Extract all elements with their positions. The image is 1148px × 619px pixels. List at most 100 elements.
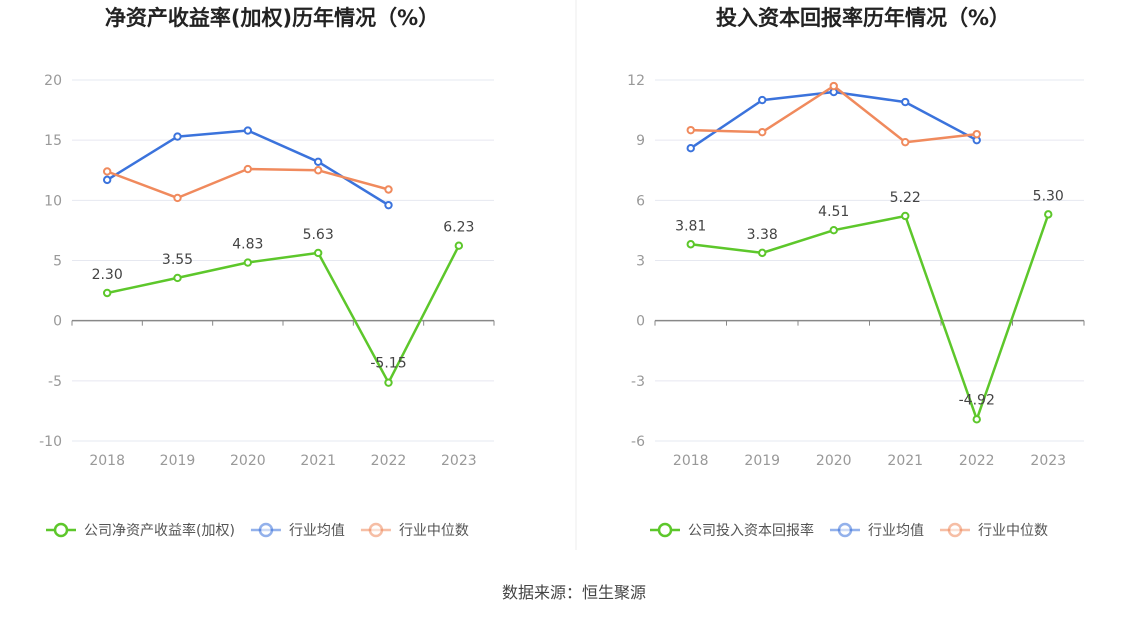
roic-legend-swatch-marker xyxy=(837,522,853,538)
roe-x-tick-label: 2020 xyxy=(230,453,266,469)
roe-legend-item-industry_avg[interactable]: 行业均值 xyxy=(250,522,345,539)
roic-y-tick-label: 3 xyxy=(636,254,645,270)
roic-point-company[interactable] xyxy=(901,211,910,221)
roic-x-tick-label: 2019 xyxy=(744,453,780,469)
roe-point-industry_avg[interactable] xyxy=(384,200,393,210)
roe-point-industry_median[interactable] xyxy=(173,193,182,203)
roic-point-industry_avg[interactable] xyxy=(686,143,695,153)
roic-point-industry_median[interactable] xyxy=(758,127,767,137)
roic-line-company xyxy=(690,213,1050,421)
roic-x-tick-label: 2021 xyxy=(887,453,923,469)
roe-data-label: 3.55 xyxy=(162,252,193,268)
roic-data-label: 3.81 xyxy=(675,218,706,234)
roe-data-label: 2.30 xyxy=(92,267,123,283)
roe-x-tick-label: 2018 xyxy=(89,453,125,469)
roic-point-industry_median[interactable] xyxy=(972,129,981,139)
roe-point-company[interactable] xyxy=(243,258,253,267)
roe-chart-title: 净资产收益率(加权)历年情况（%） xyxy=(105,6,439,30)
roic-data-label: 5.30 xyxy=(1033,188,1064,204)
roic-point-company[interactable] xyxy=(686,240,695,249)
roe-y-axis: 20 15 10 5 0 -5 -10 xyxy=(39,73,62,450)
roic-y-axis: 12 9 6 3 0 -3 -6 xyxy=(627,73,645,450)
roic-legend-item-industry_median[interactable]: 行业中位数 xyxy=(940,522,1048,539)
roic-y-tick-label: 9 xyxy=(636,133,645,149)
roe-legend-swatch-marker xyxy=(368,522,384,538)
roe-grid xyxy=(72,79,494,442)
roe-point-company[interactable] xyxy=(454,241,464,250)
roe-legend-label: 行业均值 xyxy=(289,523,345,539)
roe-point-industry_median[interactable] xyxy=(243,164,253,174)
roic-x-tick-label: 2018 xyxy=(673,453,709,469)
roe-point-industry_median[interactable] xyxy=(313,166,323,175)
roe-x-tick-label: 2023 xyxy=(441,453,477,469)
roic-point-industry_avg[interactable] xyxy=(758,95,767,105)
roe-point-industry_avg[interactable] xyxy=(243,126,253,135)
roic-series xyxy=(686,81,1053,424)
roe-y-tick-label: 10 xyxy=(44,193,62,209)
roe-series xyxy=(102,126,464,387)
roe-y-tick-label: -5 xyxy=(48,374,62,390)
roe-point-industry_median[interactable] xyxy=(384,185,393,194)
roic-point-company[interactable] xyxy=(1044,210,1053,219)
roic-point-industry_median[interactable] xyxy=(901,137,910,147)
roe-x-axis: 2018 2019 2020 2021 2022 2023 xyxy=(71,320,495,469)
roe-y-tick-label: 5 xyxy=(53,254,62,270)
roic-point-company[interactable] xyxy=(829,226,838,235)
roic-data-label: 4.51 xyxy=(818,204,849,220)
roe-point-industry_median[interactable] xyxy=(102,167,112,176)
roic-y-tick-label: -3 xyxy=(631,374,645,390)
roic-x-tick-label: 2022 xyxy=(959,453,995,469)
roe-data-labels: 2.30 3.55 4.83 5.63 -5.15 6.23 xyxy=(92,220,475,372)
roe-point-industry_avg[interactable] xyxy=(102,175,112,185)
roe-line-company xyxy=(106,245,460,384)
roe-point-industry_avg[interactable] xyxy=(173,132,182,141)
roic-point-industry_avg[interactable] xyxy=(901,97,910,107)
roe-point-company[interactable] xyxy=(102,288,112,298)
roe-point-industry_avg[interactable] xyxy=(313,157,323,167)
roic-x-axis: 2018 2019 2020 2021 2022 2023 xyxy=(654,320,1085,469)
roe-y-tick-label: -10 xyxy=(39,434,62,450)
roic-legend: 公司投入资本回报率 行业均值 行业中位数 xyxy=(650,522,1048,539)
roe-data-label: 5.63 xyxy=(303,227,334,243)
roic-point-industry_median[interactable] xyxy=(686,125,695,135)
roic-point-industry_median[interactable] xyxy=(829,81,838,91)
roe-x-tick-label: 2021 xyxy=(300,453,336,469)
roic-chart-title: 投入资本回报率历年情况（%） xyxy=(716,6,1010,30)
roic-legend-item-industry_avg[interactable]: 行业均值 xyxy=(830,522,924,539)
roe-x-tick-label: 2019 xyxy=(160,453,196,469)
roic-x-tick-label: 2023 xyxy=(1030,453,1066,469)
roe-data-label: 6.23 xyxy=(443,220,474,236)
roic-point-company[interactable] xyxy=(758,248,767,258)
roe-point-company[interactable] xyxy=(384,378,393,387)
roic-point-company[interactable] xyxy=(972,415,981,424)
roic-y-tick-label: -6 xyxy=(631,434,645,450)
roe-legend-label: 行业中位数 xyxy=(399,523,469,539)
roe-legend-item-company[interactable]: 公司净资产收益率(加权) xyxy=(46,522,235,539)
roe-data-label: 4.83 xyxy=(232,237,263,253)
roic-legend-label: 公司投入资本回报率 xyxy=(688,522,814,539)
roe-legend-item-industry_median[interactable]: 行业中位数 xyxy=(360,522,469,539)
roe-legend-swatch-marker xyxy=(258,522,274,538)
roe-y-tick-label: 0 xyxy=(53,314,62,330)
roic-legend-label: 行业均值 xyxy=(868,523,924,539)
roic-legend-label: 行业中位数 xyxy=(978,523,1048,539)
roic-legend-item-company[interactable]: 公司投入资本回报率 xyxy=(650,522,814,539)
roe-legend: 公司净资产收益率(加权) 行业均值 行业中位数 xyxy=(46,522,469,539)
roe-x-tick-label: 2022 xyxy=(371,453,407,469)
roic-legend-swatch-marker xyxy=(947,522,963,538)
roic-grid xyxy=(655,79,1084,442)
roe-data-label: -5.15 xyxy=(370,356,406,372)
roic-y-tick-label: 12 xyxy=(627,73,645,89)
roe-chart: 净资产收益率(加权)历年情况（%） 20 15 10 5 0 -5 -10 2018 2019… xyxy=(39,6,495,539)
roic-legend-swatch-marker xyxy=(657,522,673,538)
roic-y-tick-label: 6 xyxy=(636,193,645,209)
roe-legend-swatch-marker xyxy=(53,522,69,538)
roe-point-company[interactable] xyxy=(313,248,323,258)
roe-point-company[interactable] xyxy=(173,273,182,283)
roe-y-tick-label: 15 xyxy=(44,133,62,149)
roic-data-label: 3.38 xyxy=(747,227,778,243)
roic-data-label: 5.22 xyxy=(890,190,921,206)
data-source: 数据来源：恒生聚源 xyxy=(502,583,646,602)
